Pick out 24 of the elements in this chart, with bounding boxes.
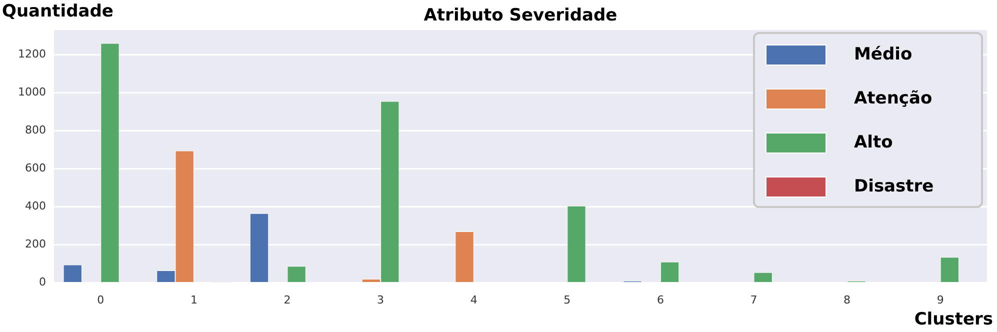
x-tick-label: 8: [844, 293, 851, 306]
x-tick-label: 1: [190, 293, 198, 306]
legend-label: Alto: [854, 132, 893, 152]
x-tick-label: 3: [377, 293, 384, 306]
x-tick-label: 4: [470, 293, 478, 306]
x-tick-label: 2: [284, 293, 291, 306]
y-tick-label: 800: [24, 124, 46, 137]
x-tick-label: 5: [564, 293, 571, 306]
legend-label: Médio: [854, 44, 912, 64]
y-tick-label: 1000: [18, 86, 46, 99]
chart-title: Atributo Severidade: [424, 5, 618, 26]
legend-label: Atenção: [854, 88, 932, 108]
x-tick-label: 9: [936, 293, 944, 306]
x-tick-label: 0: [97, 293, 104, 306]
x-axis-title: Clusters: [914, 309, 993, 330]
y-tick-label: 400: [24, 200, 46, 213]
y-axis-title: Quantidade: [2, 1, 114, 22]
x-tick-label: 7: [750, 293, 758, 306]
y-tick-label: 0: [38, 276, 46, 289]
legend-label: Disastre: [854, 176, 934, 196]
y-tick-label: 200: [24, 238, 46, 251]
x-tick-label: 6: [656, 293, 664, 306]
y-tick-label: 600: [24, 162, 46, 175]
y-tick-label: 1200: [18, 48, 46, 61]
